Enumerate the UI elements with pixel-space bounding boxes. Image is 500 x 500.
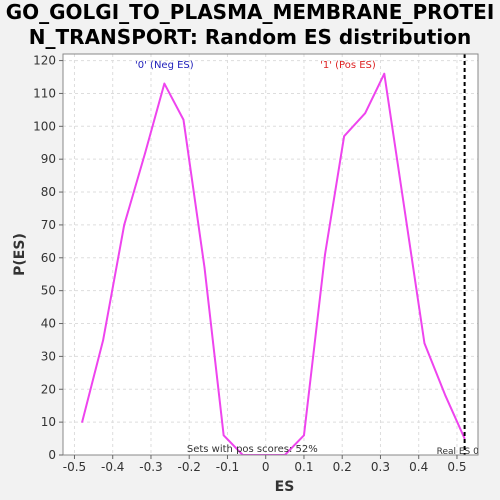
axes: -0.5 -0.4 -0.3 -0.2 -0.1 0 0.1 0.2 0.3 0.4 0.5 0 10 2… (33, 53, 479, 474)
x-tick-label: 0.3 (371, 460, 390, 474)
x-tick-label: 0 (262, 460, 270, 474)
sets-pos-scores-label: Sets with pos scores: 52% (187, 444, 318, 455)
es-distribution-point (324, 253, 326, 256)
plot-border (62, 53, 479, 456)
y-tick-label: 60 (41, 251, 56, 265)
x-tick-label: -0.5 (63, 460, 86, 474)
es-distribution-point (364, 112, 366, 114)
plot-area (63, 54, 478, 455)
chart-labels: ES P(ES) '0' (Neg ES) '1' (Pos ES) Sets with… (12, 60, 488, 495)
es-distribution-point (463, 437, 466, 440)
es-distribution-point (383, 72, 386, 75)
y-tick-label: 30 (41, 349, 56, 363)
x-tick-label: 0.4 (409, 460, 428, 474)
es-distribution-line (81, 72, 466, 455)
x-tick-label: -0.3 (139, 460, 162, 474)
es-distribution-point (423, 342, 426, 345)
y-tick-label: 120 (33, 54, 56, 68)
y-tick-label: 10 (41, 415, 56, 429)
x-tick-label: -0.4 (101, 460, 124, 474)
es-distribution-point (402, 201, 405, 203)
es-distribution-point (182, 118, 185, 121)
y-tick-label: 0 (48, 448, 56, 462)
curve-layer (81, 54, 466, 455)
es-distribution-point (144, 151, 147, 154)
es-distribution-point (444, 395, 447, 397)
chart-title-line-1: GO_GOLGI_TO_PLASMA_MEMBRANE_PROTEI (5, 0, 495, 24)
es-distribution-point (81, 421, 83, 423)
es-distribution-point (123, 224, 125, 226)
x-tick-label: 0.2 (333, 460, 352, 474)
es-distribution-point (102, 339, 104, 341)
es-distribution-point (203, 266, 206, 269)
pos-es-label: '1' (Pos ES) (320, 60, 376, 71)
chart-title-line-2: N_TRANSPORT: Random ES distribution (28, 25, 472, 49)
grid-lines (63, 54, 478, 456)
x-axis-label: ES (275, 479, 295, 495)
y-tick-label: 110 (33, 86, 56, 100)
es-distribution-point (222, 434, 225, 437)
es-distribution-point (343, 135, 345, 137)
y-tick-label: 100 (33, 119, 56, 133)
y-axis-label: P(ES) (12, 233, 28, 276)
real-es-label: Real ES 0.5 (437, 447, 488, 457)
es-distribution-point (163, 82, 166, 85)
y-tick-label: 20 (41, 382, 56, 396)
y-tick-label: 70 (41, 218, 56, 232)
y-tick-label: 50 (41, 284, 56, 298)
y-tick-label: 80 (41, 185, 56, 199)
x-tick-label: 0.1 (294, 460, 313, 474)
es-distribution-point (303, 434, 305, 437)
chart-title: GO_GOLGI_TO_PLASMA_MEMBRANE_PROTEI N_TRA… (0, 0, 500, 50)
x-tick-label: -0.2 (178, 460, 201, 474)
x-tick-label: -0.1 (216, 460, 239, 474)
y-tick-label: 40 (41, 317, 56, 331)
neg-es-label: '0' (Neg ES) (135, 60, 194, 71)
x-tick-label: 0.5 (447, 460, 466, 474)
y-tick-label: 90 (41, 152, 56, 166)
